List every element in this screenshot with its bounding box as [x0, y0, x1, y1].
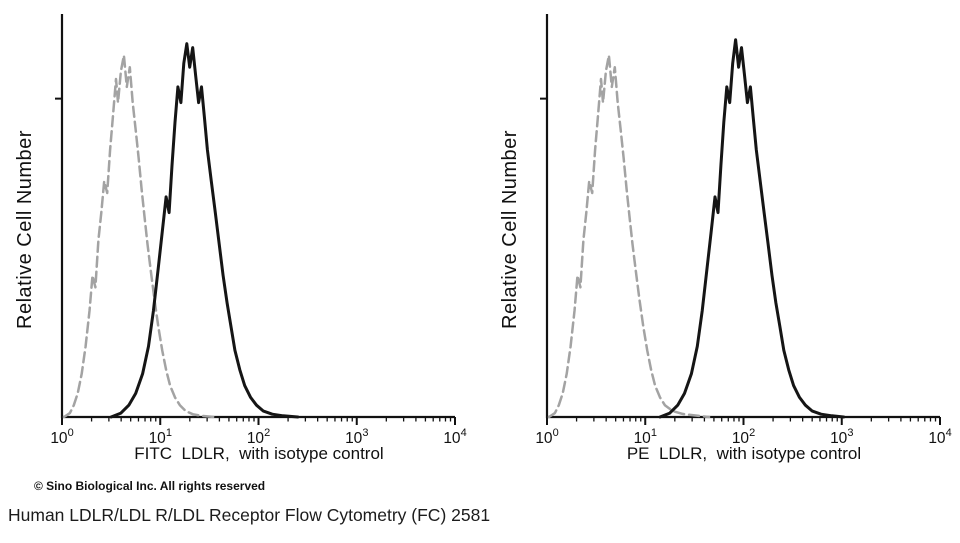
x-axis-tick-label: 104: [443, 427, 466, 447]
isotype-control-curve: [62, 54, 216, 419]
x-axis-tick-label: 103: [830, 427, 853, 447]
isotype-control-curve: [547, 54, 711, 419]
x-axis-tick-label: 102: [247, 427, 270, 447]
y-axis-label-right: Relative Cell Number: [499, 130, 521, 330]
x-axis-label-right: PE LDLR, with isotype control: [626, 444, 862, 463]
x-axis-tick-label: 101: [634, 427, 657, 447]
x-axis-tick-label: 102: [732, 427, 755, 447]
x-axis-tick-label: 100: [50, 427, 73, 447]
copyright-text: © Sino Biological Inc. All rights reserv…: [34, 479, 266, 493]
x-axis-tick-label: 104: [928, 427, 951, 447]
ldlr-curve: [658, 38, 846, 419]
pe-histogram-panel: 100 101 102 103 104: [535, 14, 952, 447]
x-axis-tick-label: 101: [149, 427, 172, 447]
x-axis-tick-label: 100: [535, 427, 558, 447]
y-axis-label-left: Relative Cell Number: [14, 130, 36, 330]
figure-caption: Human LDLR/LDL R/LDL Receptor Flow Cytom…: [8, 505, 491, 525]
fitc-histogram-panel: 100 101 102 103 104: [50, 14, 467, 447]
ldlr-curve: [109, 42, 300, 419]
x-axis-tick-label: 103: [345, 427, 368, 447]
x-axis-label-left: FITC LDLR, with isotype control: [134, 444, 384, 463]
